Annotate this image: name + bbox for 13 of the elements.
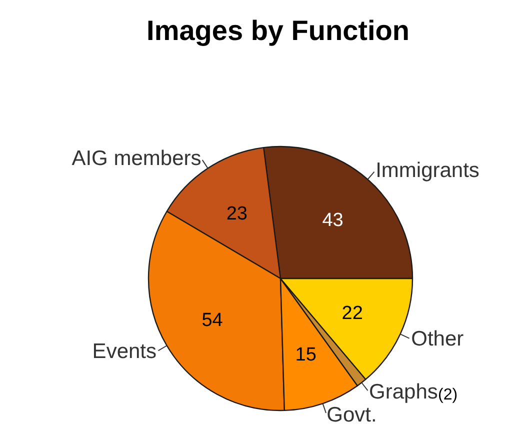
slice-label: Immigrants <box>376 158 480 182</box>
slice-label: Graphs <box>369 380 438 404</box>
data-label: (2) <box>438 386 458 404</box>
data-label: 54 <box>202 310 224 331</box>
slice-label: AIG members <box>72 146 202 170</box>
slice-label: Govt. <box>326 403 377 426</box>
slice-label: Other <box>411 328 464 351</box>
slice-label: Events <box>92 340 157 364</box>
data-label: 43 <box>322 210 344 232</box>
data-label: 15 <box>295 344 316 366</box>
data-label: 22 <box>342 302 363 324</box>
data-label: 23 <box>226 203 248 224</box>
chart-title: Images by Function <box>146 15 410 46</box>
